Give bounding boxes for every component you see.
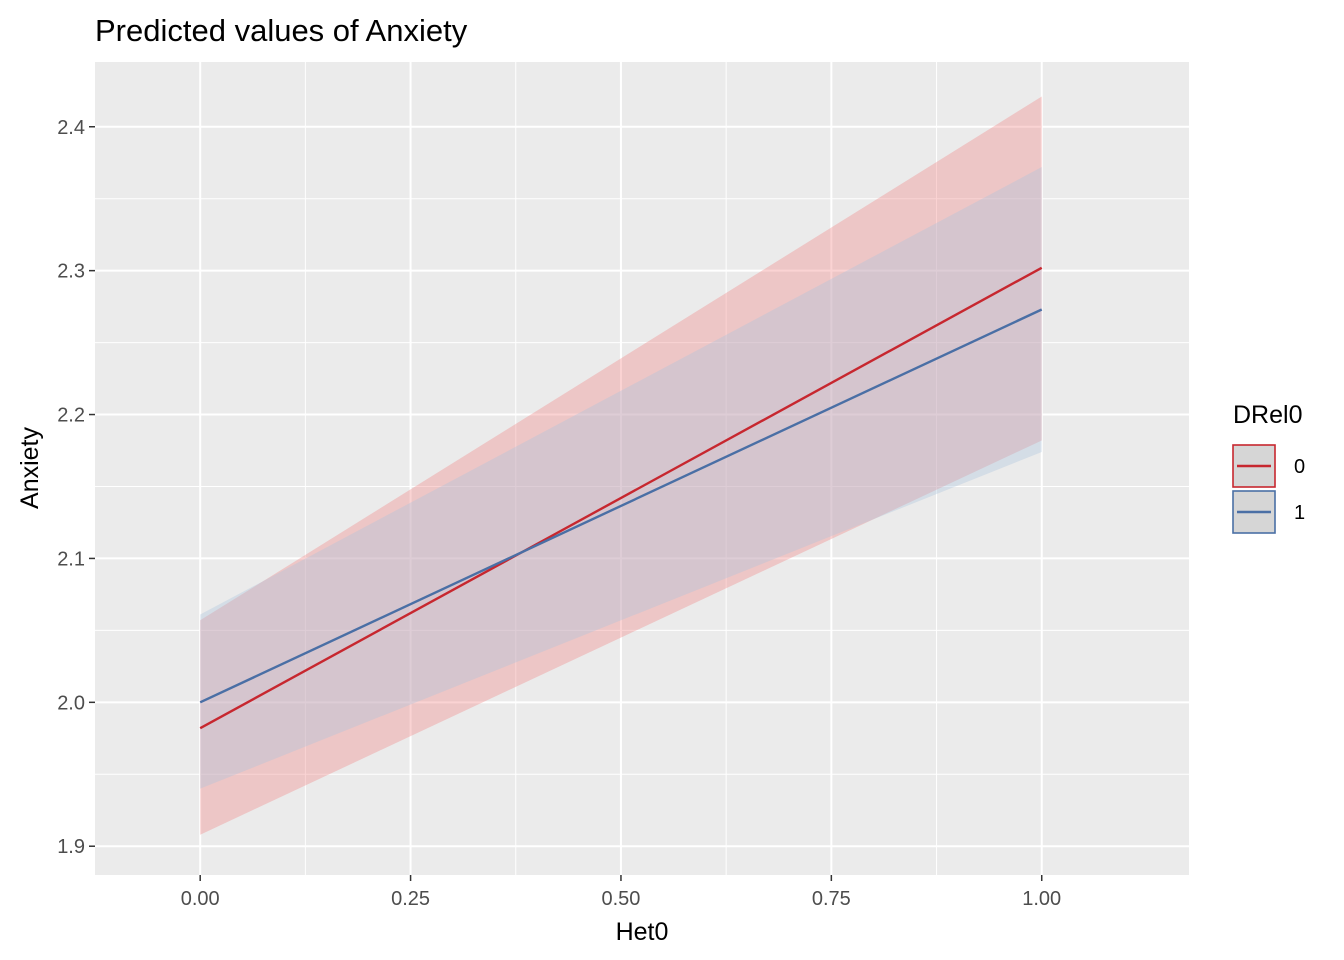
chart-title: Predicted values of Anxiety bbox=[95, 13, 468, 48]
y-axis-title: Anxiety bbox=[16, 427, 44, 509]
x-tick-label: 1.00 bbox=[1022, 888, 1061, 910]
x-tick-label: 0.00 bbox=[181, 888, 220, 910]
series-lines bbox=[199, 266, 1043, 730]
y-tick-label: 1.9 bbox=[57, 836, 85, 858]
legend-title: DRel0 bbox=[1233, 401, 1302, 429]
y-tick-label: 2.1 bbox=[57, 548, 85, 570]
legend-keys: 01 bbox=[1232, 444, 1305, 534]
major-gridlines bbox=[95, 62, 1189, 875]
x-tick-label: 0.50 bbox=[601, 888, 640, 910]
y-tick-label: 2.0 bbox=[57, 692, 85, 714]
ribbon-series-0 bbox=[200, 96, 1042, 835]
y-tick-label: 2.4 bbox=[57, 117, 85, 139]
x-tick-label: 0.75 bbox=[812, 888, 851, 910]
legend-label-0: 0 bbox=[1294, 456, 1305, 478]
line-series-0 bbox=[199, 266, 1043, 730]
confidence-ribbons bbox=[200, 96, 1042, 835]
plot-panel bbox=[95, 62, 1189, 875]
y-tick-label: 2.2 bbox=[57, 405, 85, 427]
ribbon-series-1 bbox=[200, 167, 1042, 789]
y-tick-label: 2.3 bbox=[57, 261, 85, 283]
line-series-1 bbox=[199, 308, 1043, 704]
x-axis-title: Het0 bbox=[616, 918, 669, 946]
legend-label-1: 1 bbox=[1294, 502, 1305, 524]
minor-gridlines bbox=[95, 62, 1189, 875]
x-tick-label: 0.25 bbox=[391, 888, 430, 910]
x-axis: 0.00 0.25 0.50 0.75 1.00 bbox=[181, 875, 1061, 910]
legend: DRel0 01 bbox=[1232, 401, 1305, 534]
y-axis: 1.9 2.0 2.1 2.2 2.3 2.4 bbox=[57, 117, 95, 858]
